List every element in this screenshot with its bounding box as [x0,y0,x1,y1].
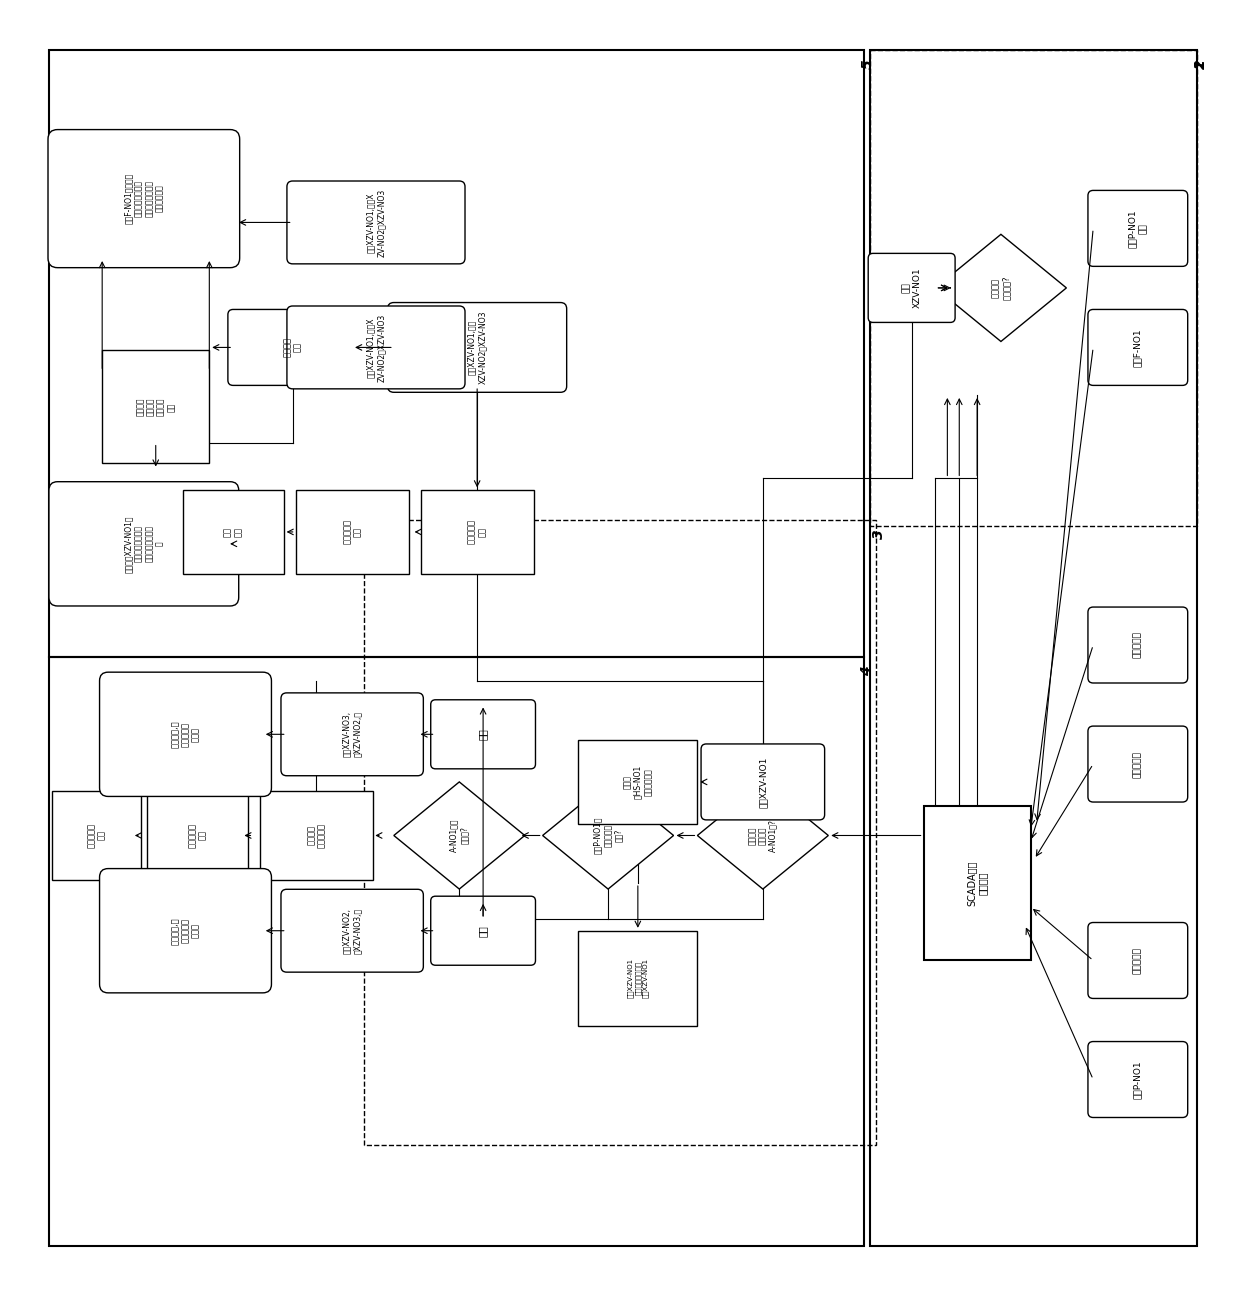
FancyBboxPatch shape [1087,191,1188,267]
Text: 重量减少,管
道压力差信
号减小: 重量减少,管 道压力差信 号减小 [171,916,201,945]
FancyBboxPatch shape [286,306,465,389]
FancyBboxPatch shape [281,889,423,972]
Polygon shape [935,235,1066,341]
Bar [52,791,141,880]
Bar [870,49,1198,1247]
Bar [924,806,1030,960]
Bar [295,490,409,574]
Text: 控制信号
发送与处理: 控制信号 发送与处理 [306,823,326,848]
Text: SCADA数据
采集系统: SCADA数据 采集系统 [966,861,988,906]
Text: 气源与调试
状态: 气源与调试 状态 [87,823,105,848]
Bar [578,740,697,823]
Bar [146,791,248,880]
FancyBboxPatch shape [1087,607,1188,683]
Text: 打开XZV-NO2,
关XZV-NO3,关: 打开XZV-NO2, 关XZV-NO3,关 [342,907,362,954]
Text: 打开XZV-NO1,关闭
XZV-NO2和XZV-NO3: 打开XZV-NO1,关闭 XZV-NO2和XZV-NO3 [467,311,487,384]
Bar [182,490,284,574]
FancyBboxPatch shape [228,310,357,385]
FancyBboxPatch shape [48,130,239,268]
Polygon shape [394,781,525,889]
Bar [870,49,1198,526]
Text: 关闭
XZV-NO1: 关闭 XZV-NO1 [901,267,921,308]
Text: 2: 2 [1194,60,1208,69]
Text: 1: 1 [1194,60,1208,69]
Text: 是否满足
入网条件
A-NO1等?: 是否满足 入网条件 A-NO1等? [748,819,777,851]
Text: 人工关
闭HS-NO1
重新连接气源: 人工关 闭HS-NO1 重新连接气源 [622,765,652,800]
Text: 压力传感器: 压力传感器 [1133,947,1142,973]
Text: 告警处理
项目: 告警处理 项目 [283,337,303,358]
Bar [365,520,875,1144]
Polygon shape [543,781,673,889]
FancyBboxPatch shape [286,181,465,264]
FancyBboxPatch shape [868,254,955,323]
Polygon shape [697,781,828,889]
Text: A-NO1是否
在工作?: A-NO1是否 在工作? [450,819,469,853]
FancyBboxPatch shape [99,868,272,993]
Text: 流量F-NO1: 流量F-NO1 [1133,328,1142,367]
Text: 是否满足
开启条件?: 是否满足 开启条件? [991,276,1011,301]
FancyBboxPatch shape [388,302,567,393]
Bar [578,931,697,1026]
FancyBboxPatch shape [1087,923,1188,998]
Text: 打开XZV-NO1,关闭X
ZV-NO2和XZV-NO3: 打开XZV-NO1,关闭X ZV-NO2和XZV-NO3 [366,188,386,257]
Text: 检查利用XZV-NO1的
运行确保供气中断
后关断阀门正确关
闭: 检查利用XZV-NO1的 运行确保供气中断 后关断阀门正确关 闭 [124,515,164,573]
Bar [260,791,373,880]
FancyBboxPatch shape [430,897,536,966]
FancyBboxPatch shape [1087,1042,1188,1117]
Text: 气动与调控
执行: 气动与调控 执行 [467,520,487,544]
Text: 4: 4 [861,666,874,677]
Text: 炉压P-NO1
重量: 炉压P-NO1 重量 [1128,209,1147,248]
Text: 打开XZV-NO3,
关XZV-NO2,关: 打开XZV-NO3, 关XZV-NO2,关 [342,712,362,757]
FancyBboxPatch shape [99,673,272,797]
Bar [48,657,864,1247]
Text: 炉压P-NO1: 炉压P-NO1 [1133,1060,1142,1099]
Bar [48,49,864,657]
FancyBboxPatch shape [1087,726,1188,802]
Text: 流量传感器: 流量传感器 [1133,750,1142,778]
FancyBboxPatch shape [1087,310,1188,385]
Text: 检查P-NO1等
传感器是否
正常?: 检查P-NO1等 传感器是否 正常? [593,816,622,854]
Text: 关阀: 关阀 [479,925,489,937]
Text: 故障状态
告警联动
对应告警
信号: 故障状态 告警联动 对应告警 信号 [135,398,176,416]
Bar [102,350,210,464]
Text: 关闭XZV-NO1
重新恢复气源信号
启动XZV-NO1: 关闭XZV-NO1 重新恢复气源信号 启动XZV-NO1 [627,958,649,998]
FancyBboxPatch shape [281,693,423,776]
Text: 重量增加,管
道压力差信
号增大: 重量增加,管 道压力差信 号增大 [171,721,201,748]
Text: 根据F-NO1流量气体
入网量自动调整管
道供气量达到目标
值后停止调整: 根据F-NO1流量气体 入网量自动调整管 道供气量达到目标 值后停止调整 [124,172,164,224]
FancyBboxPatch shape [701,744,825,820]
Text: 3: 3 [873,530,887,539]
Text: 气动与调控
执行: 气动与调控 执行 [187,823,207,848]
FancyBboxPatch shape [430,700,536,769]
Text: 开阀: 开阀 [479,728,489,740]
Text: 关闭XZV-NO1: 关闭XZV-NO1 [759,757,768,807]
Text: 关闭
气动: 关闭 气动 [223,527,243,537]
Text: 温度传感器: 温度传感器 [1133,631,1142,658]
Bar [420,490,533,574]
FancyBboxPatch shape [48,482,239,607]
Text: 气源与调试
状态: 气源与调试 状态 [342,520,362,544]
Text: 打开XZV-NO1,关闭X
ZV-NO2和XZV-NO3: 打开XZV-NO1,关闭X ZV-NO2和XZV-NO3 [366,314,386,381]
Text: 5: 5 [861,60,874,69]
